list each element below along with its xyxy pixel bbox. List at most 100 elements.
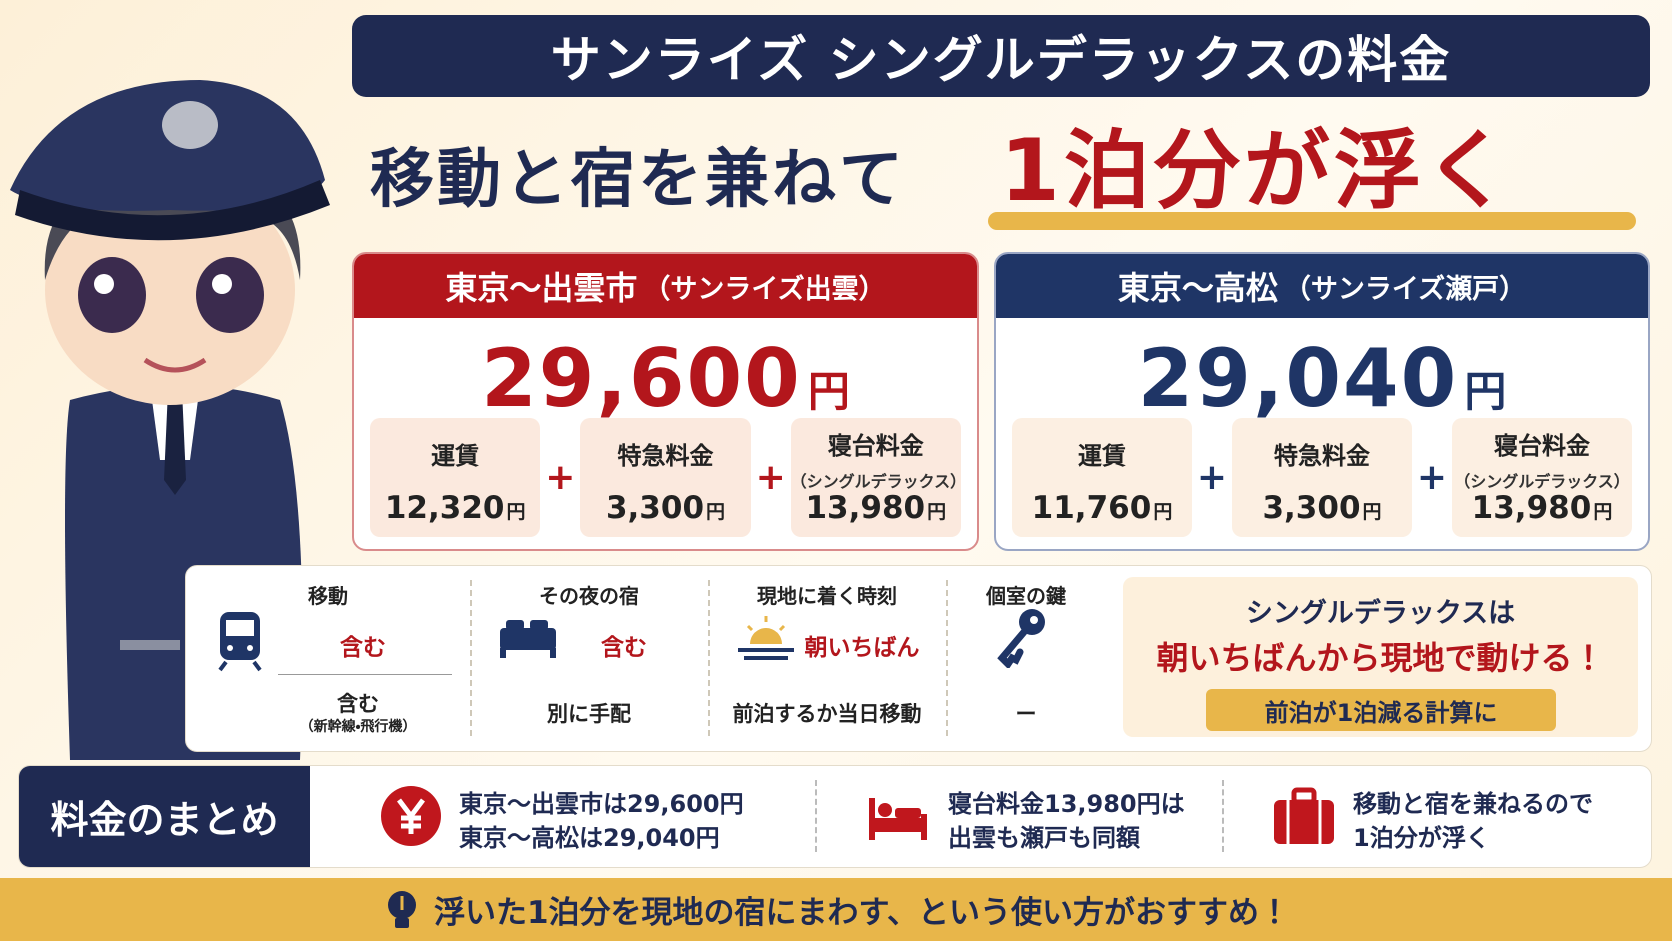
fare-unit: 円 bbox=[1593, 501, 1613, 523]
headline-highlight: 1泊分が浮く bbox=[1000, 121, 1514, 221]
route-name: 東京〜高松 bbox=[1117, 269, 1278, 307]
fare-label: 特急料金 bbox=[617, 442, 714, 470]
fare-number: 11,760 bbox=[1031, 490, 1152, 526]
fare-note: （シングルデラックス） bbox=[1454, 472, 1630, 491]
route-total-unit: 円 bbox=[807, 367, 850, 416]
route-total-value: 29,600 bbox=[481, 332, 802, 425]
fare-value: 11,760 円 bbox=[1012, 490, 1192, 526]
fare-item: 運賃 12,320 円 bbox=[370, 418, 541, 537]
route-train: （サンライズ出雲） bbox=[643, 273, 886, 305]
fare-item: 特急料金 3,300 円 bbox=[580, 418, 751, 537]
summary-line: 出雲も瀬戸も同額 bbox=[948, 824, 1140, 852]
summary-icon bbox=[379, 784, 443, 852]
fare-unit: 円 bbox=[927, 501, 947, 523]
fare-item: 特急料金 3,300 円 bbox=[1232, 418, 1412, 537]
plus-sign: + bbox=[545, 457, 576, 498]
route-card: 東京〜高松 （サンライズ瀬戸） 29,040 円運賃 11,760 円 + 特急料金 3,300… bbox=[994, 252, 1650, 551]
route-total-unit: 円 bbox=[1464, 367, 1507, 416]
column-divider bbox=[470, 580, 472, 736]
highlight-underline bbox=[988, 212, 1636, 230]
fare-label: 運賃 bbox=[1078, 442, 1126, 470]
callout: シングルデラックスは 朝いちばんから現地で動ける！ 前泊が1泊減る計算に bbox=[1123, 577, 1638, 737]
fare-item: 運賃 11,760 円 bbox=[1012, 418, 1192, 537]
fare-value: 3,300 円 bbox=[580, 490, 750, 526]
fare-value: 13,980 円 bbox=[1452, 490, 1632, 526]
summary-icon-svg bbox=[869, 798, 927, 840]
fare-item: 寝台料金 （シングルデラックス） 13,980 円 bbox=[1452, 418, 1632, 537]
fare-number: 13,980 bbox=[1471, 490, 1592, 526]
column-icon-svg bbox=[500, 620, 556, 658]
conductor-illustration bbox=[10, 80, 330, 760]
column-divider bbox=[946, 580, 948, 736]
fare-unit: 円 bbox=[1362, 501, 1382, 523]
summary-icon-svg bbox=[381, 786, 441, 846]
column-icon-svg bbox=[997, 609, 1045, 670]
column-icon bbox=[994, 606, 1054, 672]
callout-badge: 前泊が1泊減る計算に bbox=[1206, 689, 1556, 731]
other-value: 前泊するか当日移動 bbox=[732, 702, 922, 726]
summary-icon bbox=[865, 784, 929, 852]
summary-line: 東京〜出雲市は29,600円 bbox=[459, 790, 744, 818]
fare-breakdown: 運賃 11,760 円 + 特急料金 3,300 円 + 寝台料金 （シングルデラックス） 13,9… bbox=[1012, 418, 1632, 537]
fare-number: 13,980 bbox=[805, 490, 926, 526]
other-value: 別に手配 bbox=[547, 702, 631, 726]
route-train: （サンライズ瀬戸） bbox=[1283, 273, 1527, 305]
fare-label: 運賃 bbox=[431, 442, 480, 470]
route-name: 東京〜出雲市 bbox=[445, 269, 638, 307]
title-banner: サンライズ シングルデラックスの料金 bbox=[352, 15, 1650, 97]
value-separator bbox=[278, 674, 452, 675]
column-label: 移動 bbox=[308, 584, 348, 608]
sunrise-value: 朝いちばん bbox=[804, 635, 920, 661]
column-icon bbox=[498, 610, 558, 676]
footer-text: 浮いた1泊分を現地の宿にまわす、という使い方がおすすめ！ bbox=[433, 895, 1291, 931]
summary-line: 移動と宿を兼ねるので bbox=[1353, 790, 1593, 818]
summary-divider bbox=[815, 780, 817, 852]
summary-label: 料金のまとめ bbox=[19, 766, 310, 867]
column-icon-svg bbox=[738, 616, 794, 660]
column-label: 現地に着く時刻 bbox=[757, 584, 897, 608]
footer-banner: 浮いた1泊分を現地の宿にまわす、という使い方がおすすめ！ bbox=[0, 878, 1672, 941]
route-card: 東京〜出雲市 （サンライズ出雲） 29,600 円運賃 12,320 円 + 特急料金 3,30… bbox=[352, 252, 979, 551]
title: サンライズ シングルデラックスの料金 bbox=[550, 31, 1452, 89]
route-total: 29,040 円 bbox=[996, 332, 1648, 425]
summary-line: 東京〜高松は29,040円 bbox=[459, 824, 720, 852]
fare-value: 3,300 円 bbox=[1232, 490, 1412, 526]
headline: 移動と宿を兼ねて bbox=[370, 143, 906, 217]
route-total: 29,600 円 bbox=[354, 332, 977, 425]
column-divider bbox=[708, 580, 710, 736]
callout-line: 朝いちばんから現地で動ける！ bbox=[1156, 639, 1605, 677]
fare-value: 13,980 円 bbox=[791, 490, 961, 526]
callout-line: シングルデラックスは bbox=[1245, 598, 1516, 629]
comparison-panel: シングルデラックスは 朝いちばんから現地で動ける！ 前泊が1泊減る計算に 移動含… bbox=[185, 565, 1652, 752]
summary-panel: 料金のまとめ 東京〜出雲市は29,600円 東京〜高松は29,040円 寝台料金13… bbox=[18, 765, 1652, 868]
column-icon bbox=[736, 610, 796, 676]
fare-note: （シングルデラックス） bbox=[790, 472, 967, 491]
summary-icon-svg bbox=[1274, 787, 1334, 844]
other-value: ー bbox=[1015, 702, 1037, 726]
route-header: 東京〜高松 （サンライズ瀬戸） bbox=[996, 254, 1648, 318]
route-total-value: 29,040 bbox=[1137, 332, 1459, 425]
fare-value: 12,320 円 bbox=[370, 490, 540, 526]
fare-number: 12,320 bbox=[384, 490, 505, 526]
summary-icon bbox=[1272, 784, 1336, 852]
column-label: 個室の鍵 bbox=[986, 584, 1066, 608]
sunrise-value: 含む bbox=[340, 635, 386, 661]
other-value: 含む bbox=[337, 692, 379, 716]
summary-divider bbox=[1222, 780, 1224, 852]
column-icon bbox=[214, 610, 274, 676]
fare-number: 3,300 bbox=[605, 490, 705, 526]
fare-unit: 円 bbox=[706, 501, 726, 523]
fare-label: 寝台料金 bbox=[827, 432, 924, 460]
fare-number: 3,300 bbox=[1262, 490, 1361, 526]
fare-unit: 円 bbox=[1153, 501, 1173, 523]
fare-label: 寝台料金 bbox=[1494, 432, 1590, 460]
summary-line: 1泊分が浮く bbox=[1353, 824, 1490, 852]
column-icon-svg bbox=[218, 612, 262, 672]
column-label: その夜の宿 bbox=[539, 584, 639, 608]
bulb-icon bbox=[387, 890, 416, 928]
route-header: 東京〜出雲市 （サンライズ出雲） bbox=[354, 254, 977, 318]
fare-unit: 円 bbox=[506, 501, 526, 523]
plus-sign: + bbox=[755, 457, 786, 498]
sunrise-value: 含む bbox=[601, 635, 647, 661]
